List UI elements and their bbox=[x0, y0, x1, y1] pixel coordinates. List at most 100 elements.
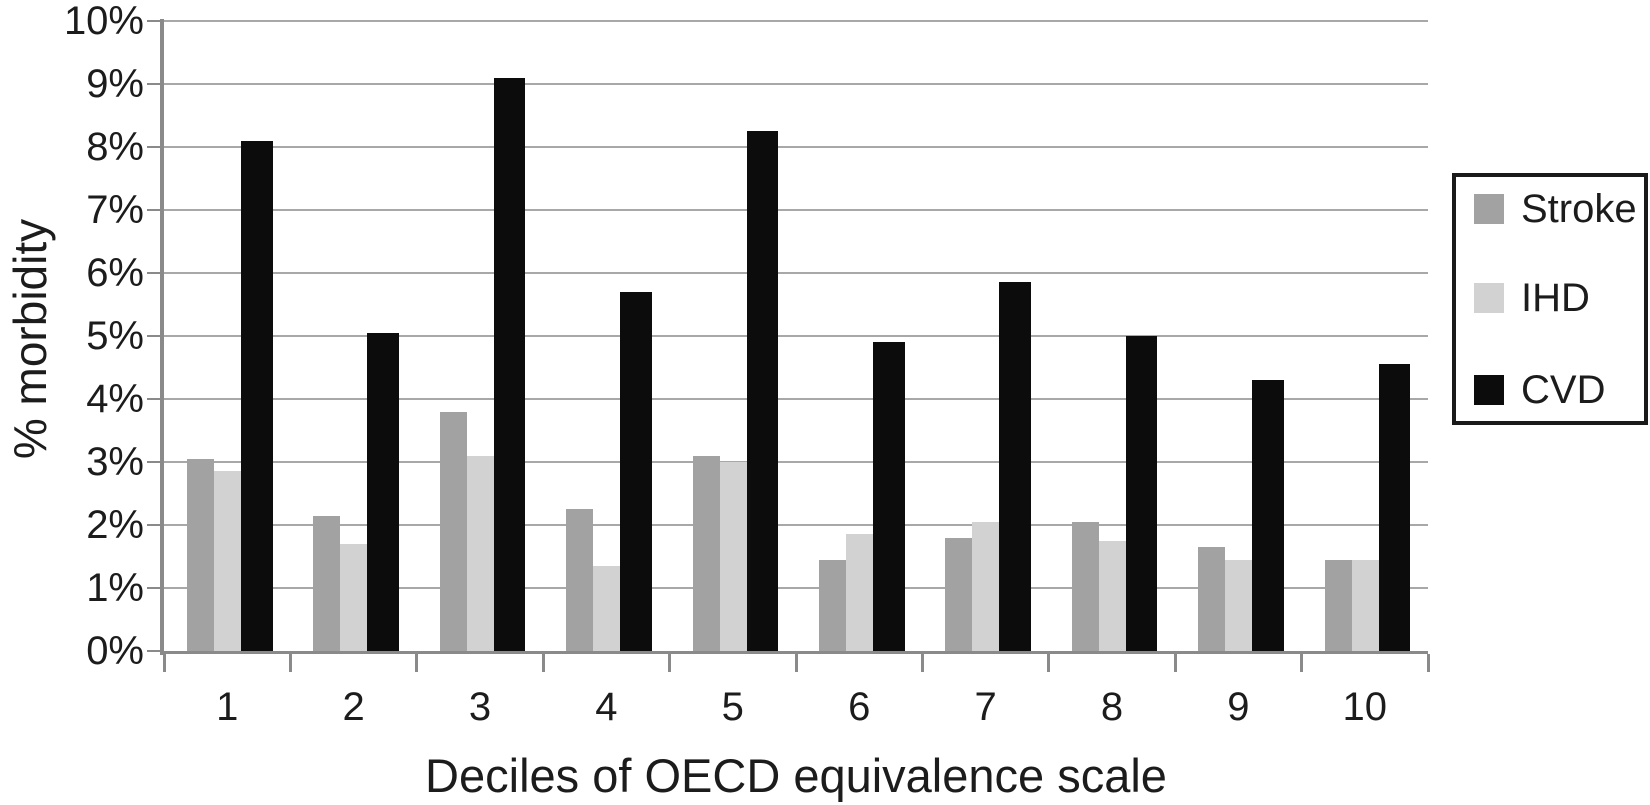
x-axis-title: Deciles of OECD equivalence scale bbox=[425, 749, 1167, 802]
legend-label-cvd: CVD bbox=[1521, 368, 1606, 412]
x-axis-tick bbox=[794, 654, 798, 672]
decile-group-8 bbox=[1049, 21, 1175, 651]
bar-ihd-decile-3 bbox=[466, 455, 494, 651]
y-axis-tick bbox=[147, 335, 160, 337]
y-axis-tick bbox=[147, 650, 160, 652]
x-tick-label: 5 bbox=[721, 685, 744, 729]
bar-cvd-decile-2 bbox=[367, 332, 399, 651]
bar-stroke-decile-7 bbox=[945, 537, 973, 651]
bar-stroke-decile-9 bbox=[1198, 547, 1226, 651]
bar-stroke-decile-4 bbox=[566, 509, 594, 651]
gridline bbox=[164, 209, 1428, 211]
bar-ihd-decile-8 bbox=[1098, 540, 1126, 651]
bar-ihd-decile-5 bbox=[719, 462, 747, 651]
x-tick-label: 6 bbox=[848, 685, 871, 729]
x-axis-line bbox=[160, 651, 1428, 654]
bar-ihd-decile-4 bbox=[593, 565, 621, 651]
y-axis-tick bbox=[147, 209, 160, 211]
y-tick-label: 1% bbox=[86, 566, 144, 610]
plot-area: 0% 1% 2% 3% 4% 5% 6% 7% 8% 9% 10% 1 2 3 4 5 6 7 8 9 10 bbox=[64, 1, 1430, 729]
bar-cvd-decile-10 bbox=[1378, 364, 1411, 651]
gridline bbox=[164, 398, 1428, 400]
gridline bbox=[164, 272, 1428, 274]
gridline bbox=[164, 20, 1428, 22]
legend-item-stroke: Stroke bbox=[1474, 189, 1638, 229]
bar-stroke-decile-3 bbox=[439, 411, 467, 651]
legend: Stroke IHD CVD bbox=[1452, 173, 1648, 425]
x-tick-label: 3 bbox=[468, 685, 492, 729]
y-tick-label: 10% bbox=[63, 0, 144, 43]
y-axis-line bbox=[160, 19, 164, 655]
decile-group-6 bbox=[796, 21, 922, 651]
x-tick-label: 4 bbox=[595, 685, 618, 729]
x-axis-tick bbox=[668, 654, 672, 672]
gridline bbox=[164, 587, 1428, 589]
x-axis-tick bbox=[415, 654, 419, 672]
x-tick-label: 8 bbox=[1100, 685, 1124, 729]
bar-ihd-decile-6 bbox=[846, 534, 873, 651]
x-axis-tick bbox=[1173, 654, 1177, 672]
x-axis-tick bbox=[288, 654, 292, 672]
bar-cvd-decile-3 bbox=[493, 77, 526, 651]
gridline bbox=[164, 83, 1428, 85]
decile-group-2 bbox=[290, 21, 416, 651]
bar-ihd-decile-10 bbox=[1351, 559, 1379, 651]
decile-group-7 bbox=[922, 21, 1048, 651]
bar-stroke-decile-5 bbox=[692, 455, 720, 651]
bar-cvd-decile-6 bbox=[873, 342, 905, 651]
bar-stroke-decile-2 bbox=[313, 515, 341, 651]
legend-item-cvd: CVD bbox=[1474, 370, 1638, 410]
legend-swatch-ihd bbox=[1474, 283, 1504, 313]
x-tick-label: 10 bbox=[1342, 685, 1388, 729]
x-tick-label: 9 bbox=[1227, 685, 1250, 729]
x-axis-tick bbox=[1426, 654, 1430, 672]
x-axis-tick bbox=[162, 654, 166, 672]
legend-label-stroke: Stroke bbox=[1521, 187, 1637, 231]
bar-ihd-decile-1 bbox=[214, 471, 241, 651]
bar-stroke-decile-6 bbox=[819, 559, 846, 651]
legend-swatch-stroke bbox=[1474, 194, 1504, 224]
y-axis-tick bbox=[147, 461, 160, 463]
bar-cvd-decile-4 bbox=[620, 291, 652, 651]
decile-group-1 bbox=[164, 21, 290, 651]
y-axis-tick bbox=[147, 146, 160, 148]
y-axis-tick bbox=[147, 83, 160, 85]
bar-cvd-decile-7 bbox=[999, 282, 1031, 651]
y-tick-label: 8% bbox=[86, 125, 144, 169]
y-axis-tick bbox=[147, 272, 160, 274]
x-axis-tick bbox=[1047, 654, 1051, 672]
bar-stroke-decile-10 bbox=[1324, 559, 1352, 651]
bar-ihd-decile-7 bbox=[972, 521, 1000, 651]
bar-stroke-decile-8 bbox=[1071, 521, 1099, 651]
decile-group-9 bbox=[1175, 21, 1301, 651]
legend-label-ihd: IHD bbox=[1521, 276, 1590, 320]
y-tick-label: 5% bbox=[86, 314, 144, 358]
decile-group-4 bbox=[543, 21, 669, 651]
y-tick-label: 9% bbox=[86, 62, 144, 106]
legend-swatch-cvd bbox=[1474, 375, 1504, 405]
bar-cvd-decile-1 bbox=[241, 140, 273, 651]
y-axis-tick bbox=[147, 524, 160, 526]
bar-ihd-decile-9 bbox=[1225, 559, 1253, 651]
x-axis-tick bbox=[541, 654, 545, 672]
decile-group-3 bbox=[417, 21, 543, 651]
x-tick-label: 2 bbox=[342, 685, 365, 729]
y-tick-label: 3% bbox=[86, 440, 144, 484]
gridline bbox=[164, 146, 1428, 148]
y-tick-label: 6% bbox=[86, 251, 144, 295]
gridline bbox=[164, 461, 1428, 463]
y-tick-label: 7% bbox=[86, 188, 144, 232]
x-tick-label: 1 bbox=[216, 685, 239, 729]
y-tick-label: 2% bbox=[86, 503, 144, 547]
bar-cvd-decile-5 bbox=[746, 131, 779, 651]
decile-group-5 bbox=[670, 21, 796, 651]
y-tick-label: 0% bbox=[86, 629, 144, 673]
y-axis-tick bbox=[147, 20, 160, 22]
bar-ihd-decile-2 bbox=[340, 543, 368, 651]
y-tick-label: 4% bbox=[86, 377, 144, 421]
bar-cvd-decile-9 bbox=[1252, 380, 1284, 651]
y-axis-tick bbox=[147, 587, 160, 589]
gridline bbox=[164, 524, 1428, 526]
legend-item-ihd: IHD bbox=[1474, 278, 1638, 318]
